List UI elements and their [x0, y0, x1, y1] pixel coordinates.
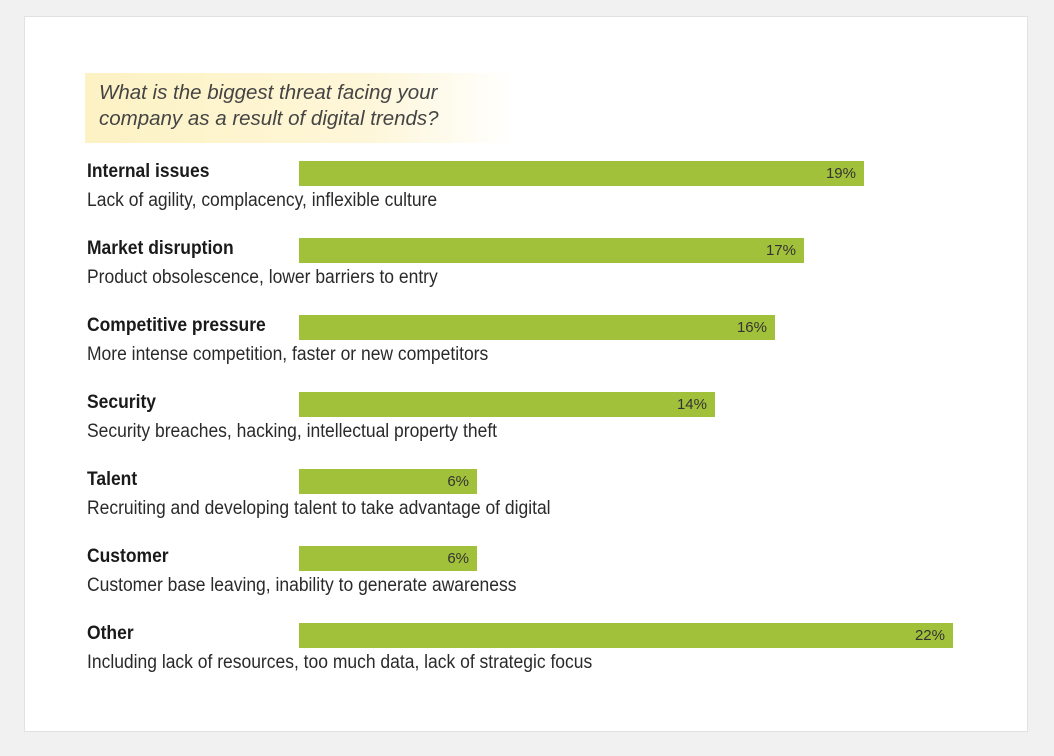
- bar-value-label: 16%: [736, 319, 767, 336]
- category-label: Customer: [87, 546, 169, 567]
- bar-row: Competitive pressure More intense competi…: [25, 314, 1027, 384]
- category-description: Security breaches, hacking, intellectual…: [87, 421, 498, 442]
- chart-card: What is the biggest threat facing your c…: [24, 16, 1028, 732]
- category-description: Customer base leaving, inability to gene…: [87, 575, 517, 596]
- chart-title: What is the biggest threat facing your c…: [99, 80, 499, 132]
- category-label: Other: [87, 623, 134, 644]
- category-description: Lack of agility, complacency, inflexible…: [87, 190, 438, 211]
- bar-row: Security Security breaches, hacking, inte…: [25, 391, 1027, 461]
- bar: 19%: [299, 161, 864, 186]
- bar-row: Talent Recruiting and developing talent t…: [25, 468, 1027, 538]
- category-description: Recruiting and developing talent to take…: [87, 498, 551, 519]
- category-description: Including lack of resources, too much da…: [87, 652, 593, 673]
- bar-row: Other Including lack of resources, too mu…: [25, 622, 1027, 692]
- bar: 6%: [299, 546, 477, 571]
- bar-row: Market disruption Product obsolescence, l…: [25, 237, 1027, 307]
- category-description: Product obsolescence, lower barriers to …: [87, 267, 438, 288]
- bar-value-label: 6%: [447, 473, 469, 490]
- bar: 22%: [299, 623, 953, 648]
- bar: 14%: [299, 392, 715, 417]
- bar-value-label: 19%: [825, 165, 856, 182]
- bar-value-label: 22%: [914, 627, 945, 644]
- bar: 6%: [299, 469, 477, 494]
- category-description: More intense competition, faster or new …: [87, 344, 489, 365]
- question-box: What is the biggest threat facing your c…: [85, 73, 515, 143]
- category-label: Market disruption: [87, 238, 234, 259]
- bar: 16%: [299, 315, 775, 340]
- chart-title-line-2: company as a result of digital trends?: [99, 107, 439, 130]
- chart-title-line-1: What is the biggest threat facing your: [99, 81, 438, 104]
- bar-row: Customer Customer base leaving, inability…: [25, 545, 1027, 615]
- bar: 17%: [299, 238, 804, 263]
- bar-value-label: 6%: [447, 550, 469, 567]
- bar-value-label: 17%: [765, 242, 796, 259]
- category-label: Competitive pressure: [87, 315, 266, 336]
- bar-value-label: 14%: [676, 396, 707, 413]
- category-label: Internal issues: [87, 161, 210, 182]
- category-label: Talent: [87, 469, 138, 490]
- category-label: Security: [87, 392, 156, 413]
- bar-row: Internal issues Lack of agility, complace…: [25, 160, 1027, 230]
